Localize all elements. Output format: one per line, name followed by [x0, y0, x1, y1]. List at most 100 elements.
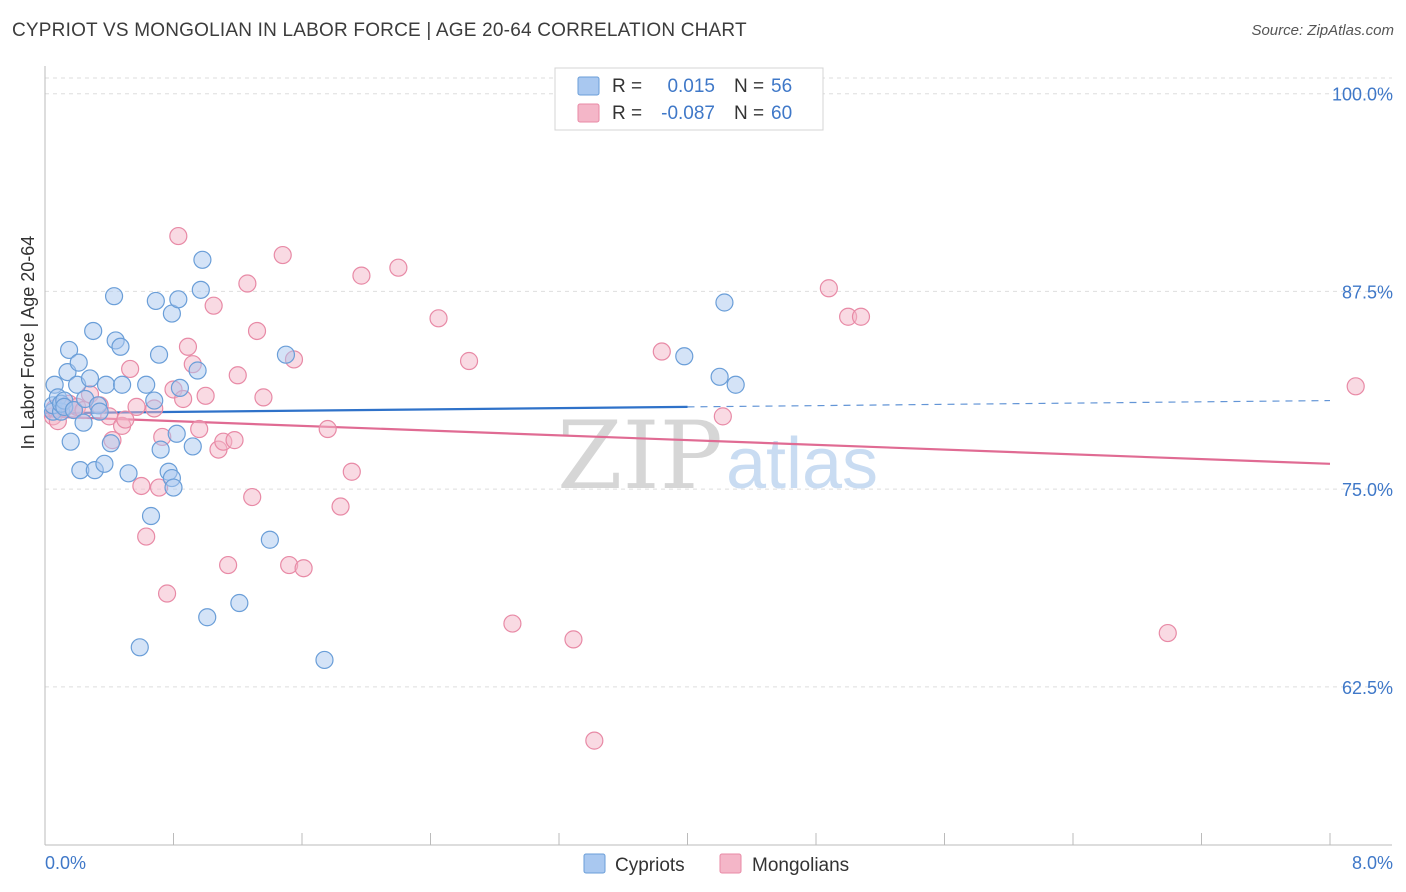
mongolian-point: [1158, 623, 1177, 643]
cypriot-point: [188, 361, 207, 380]
mongolian-points: [43, 226, 1365, 750]
mongolian-point: [564, 630, 583, 649]
cypriot-point: [183, 437, 202, 456]
legend-mongolians-label: Mongolians: [752, 855, 849, 876]
mongolian-point: [652, 342, 671, 361]
mongolian-point: [331, 497, 350, 516]
series-legend: Cypriots Mongolians: [583, 853, 849, 876]
watermark-atlas: atlas: [726, 424, 878, 504]
x-tick-label: 0.0%: [45, 853, 86, 873]
mongolian-point: [127, 397, 146, 416]
mongolian-point: [243, 487, 262, 507]
cypriot-point: [230, 593, 249, 613]
cypriot-point: [95, 454, 114, 473]
mongolian-point: [819, 279, 838, 298]
cypriot-point: [90, 402, 109, 421]
cypriot-point: [276, 345, 296, 364]
mongolian-point: [178, 337, 198, 356]
mongolian-point: [169, 226, 188, 246]
y-tick-label: 87.5%: [1342, 282, 1393, 302]
mongolian-point: [228, 366, 247, 385]
mongolian-point: [851, 307, 871, 326]
chart-title: CYPRIOT VS MONGOLIAN IN LABOR FORCE | AG…: [12, 20, 747, 41]
mongolian-point: [503, 614, 522, 633]
mongolian-point: [318, 419, 337, 439]
cypriot-point: [167, 424, 186, 443]
cypriot-point: [80, 369, 100, 388]
mongolian-point: [254, 388, 273, 407]
x-tick-label: 8.0%: [1352, 853, 1393, 873]
cypriot-point: [193, 250, 212, 269]
mongolian-point: [713, 407, 732, 426]
cypriot-point: [64, 400, 84, 420]
cypriot-point: [112, 375, 132, 394]
mongolian-point: [247, 321, 267, 341]
cypriot-point: [315, 650, 334, 670]
mongolian-point: [585, 731, 604, 750]
stat-n-value-2: 60: [771, 103, 792, 124]
cypriot-point: [130, 638, 149, 657]
stat-n-label-2: N =: [734, 103, 764, 124]
mongolian-point: [459, 351, 479, 371]
cypriot-point: [119, 464, 138, 483]
mongolian-point: [219, 555, 238, 575]
cypriot-point: [198, 608, 217, 627]
mongolian-point: [294, 559, 313, 578]
mongolian-point: [352, 266, 371, 285]
cypriot-point: [61, 432, 80, 451]
watermark-zip: ZIP: [557, 402, 723, 511]
cypriot-point: [726, 375, 745, 394]
source-label: Source: ZipAtlas.com: [1251, 22, 1394, 39]
mongolian-point: [342, 462, 361, 481]
legend-cypriots-label: Cypriots: [615, 855, 685, 876]
cypriot-swatch: [577, 76, 600, 96]
cypriot-point: [104, 287, 124, 306]
stat-r-label-2: R =: [612, 103, 642, 124]
y-tick-label: 100.0%: [1332, 85, 1393, 105]
stats-legend: R = 0.015 N = 56 R = -0.087 N = 60: [554, 67, 824, 131]
stat-n-value-1: 56: [771, 76, 792, 97]
mongolian-point: [238, 274, 257, 293]
cypriot-points: [43, 250, 745, 670]
cypriot-point: [169, 290, 188, 309]
mongolian-trend-line: [44, 415, 1331, 465]
cypriot-point: [675, 347, 694, 366]
mongolian-swatch: [577, 103, 600, 123]
cypriot-point: [710, 367, 729, 386]
stat-r-value-2: -0.087: [661, 103, 715, 124]
cypriot-point: [151, 440, 170, 459]
mongolian-point: [429, 309, 448, 328]
mongolian-point: [1346, 377, 1365, 396]
cypriot-point: [74, 413, 93, 432]
mongolian-point: [273, 245, 292, 265]
cypriot-point: [191, 280, 210, 299]
cypriot-point: [146, 291, 165, 311]
mongolian-point: [116, 410, 135, 429]
stat-r-value-1: 0.015: [667, 76, 715, 97]
mongolian-point: [132, 476, 151, 496]
cypriot-point: [111, 337, 130, 356]
mongolian-point: [204, 296, 223, 315]
mongolian-point: [389, 258, 408, 277]
cypriot-point: [96, 375, 116, 394]
stat-r-label-1: R =: [612, 76, 642, 97]
mongolian-point: [196, 386, 215, 405]
cypriot-point: [164, 478, 183, 497]
cypriot-point: [59, 340, 79, 360]
mongolian-point: [137, 527, 156, 546]
watermark: ZIP atlas: [557, 402, 878, 511]
mongolian-point: [225, 431, 244, 450]
mongolian-point: [157, 584, 177, 603]
cypriot-point: [101, 434, 120, 453]
tick-labels: 62.5% 75.0% 87.5% 100.0% 0.0% 8.0%: [45, 85, 1393, 873]
y-tick-label: 62.5%: [1342, 678, 1393, 698]
stat-n-label-1: N =: [734, 76, 764, 97]
cypriot-point: [84, 321, 103, 341]
mongolian-point: [121, 359, 140, 379]
cypriot-point: [260, 530, 279, 549]
legend-mongolians-swatch: [719, 853, 742, 874]
mongolian-point: [190, 419, 209, 439]
cypriot-point: [145, 391, 164, 410]
cypriot-point: [69, 353, 88, 372]
